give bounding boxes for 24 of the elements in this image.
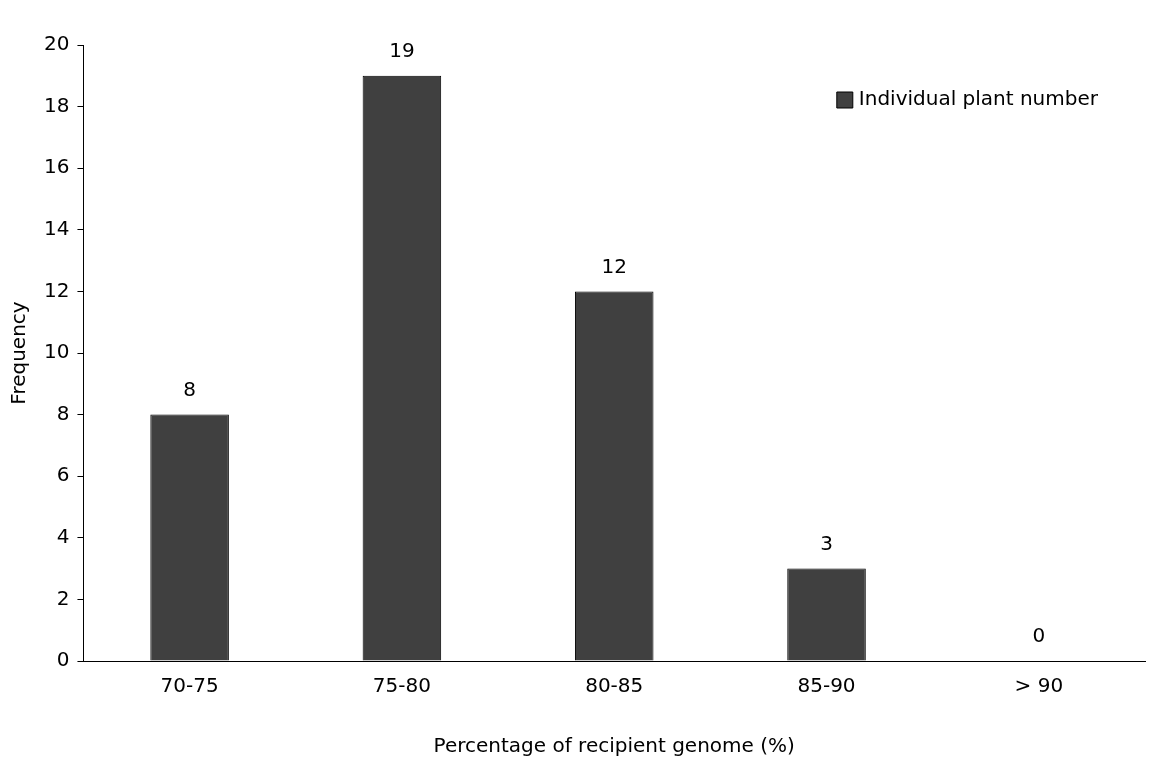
x-tick-label: 70-75: [160, 673, 219, 698]
y-tick-label: 0: [56, 647, 70, 672]
legend-label: Individual plant number: [858, 86, 1099, 111]
y-tick-label: 16: [44, 154, 70, 179]
y-tick-label: 12: [44, 277, 70, 302]
y-tick-label: 4: [56, 524, 70, 548]
y-tick-label: 20: [44, 31, 70, 56]
data-label: 12: [601, 253, 627, 278]
x-tick-label: 80-85: [585, 673, 644, 698]
y-tick-label: 14: [44, 216, 70, 240]
data-label: 3: [820, 530, 833, 555]
y-tick-label: 8: [56, 400, 70, 425]
x-tick-label: 75-80: [372, 673, 431, 698]
data-label: 19: [389, 38, 415, 62]
x-tick-label: > 90: [1014, 673, 1064, 698]
x-axis-title: Percentage of recipient genome (%): [433, 733, 795, 758]
data-label: 0: [1032, 623, 1046, 648]
y-tick-label: 6: [56, 462, 70, 487]
y-tick-label: 10: [44, 339, 70, 364]
y-axis-title: Frequency: [6, 301, 31, 405]
y-tick-label: 2: [56, 585, 70, 610]
x-tick-label: 85-90: [797, 673, 856, 698]
data-label: 8: [183, 376, 196, 401]
y-tick-label: 18: [44, 92, 70, 117]
